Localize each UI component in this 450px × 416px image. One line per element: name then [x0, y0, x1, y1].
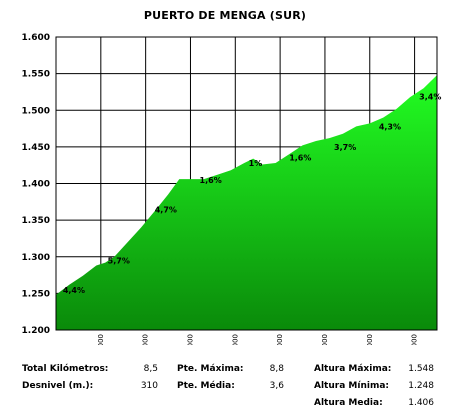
alt-media-value: 1.406	[408, 398, 434, 408]
total-km-label: Total Kilómetros:	[22, 364, 109, 374]
alt-min-value: 1.248	[408, 381, 434, 391]
x-axis: 1.000 2.000 3.000 4.000 5.000 6.000 7.000 8.000	[97, 334, 419, 345]
x-tick-label: 8.000	[411, 334, 419, 345]
y-axis: 1.200 1.250 1.300 1.350 1.400 1.450 1.500 1.550…	[22, 33, 50, 336]
elevation-area	[56, 75, 437, 330]
gradient-label: 4,3%	[379, 122, 401, 131]
x-tick-label: 5.000	[276, 334, 284, 345]
gradient-label: 3,7%	[334, 143, 356, 152]
y-tick-label: 1.200	[22, 326, 50, 336]
desnivel-value: 310	[140, 381, 158, 391]
x-tick-label: 3.000	[186, 334, 194, 345]
elevation-chart: 1.200 1.250 1.300 1.350 1.400 1.450 1.500 1.550…	[22, 33, 442, 345]
x-tick-label: 6.000	[321, 334, 329, 345]
gradient-label: 1,6%	[289, 153, 311, 162]
x-tick-label: 2.000	[142, 334, 150, 345]
gradient-label: 1,6%	[200, 176, 222, 185]
total-km-value: 8,5	[143, 364, 158, 374]
pte-media-value: 3,6	[269, 381, 284, 391]
alt-media-label: Altura Media:	[314, 398, 383, 408]
gradient-label: 1%	[249, 159, 263, 168]
alt-min-label: Altura Mínima:	[314, 381, 389, 391]
x-tick-label: 7.000	[366, 334, 374, 345]
gradient-labels: 4,4% 5,7% 4,7% 1,6% 1% 1,6% 3,7% 4,3% 3,4%	[63, 92, 442, 294]
plot-frame	[55, 36, 438, 331]
chart-title: PUERTO DE MENGA (SUR)	[143, 9, 307, 22]
y-tick-label: 1.400	[22, 180, 50, 190]
y-tick-label: 1.450	[22, 143, 50, 153]
pte-media-label: Pte. Média:	[177, 381, 235, 391]
gradient-label: 4,7%	[155, 205, 177, 214]
x-tick-label: 4.000	[231, 334, 239, 345]
y-tick-label: 1.550	[22, 70, 50, 80]
x-tick-label: 1.000	[97, 334, 105, 345]
y-tick-label: 1.300	[22, 253, 50, 263]
y-tick-label: 1.500	[22, 106, 50, 116]
gradient-label: 4,4%	[63, 286, 85, 295]
y-tick-label: 1.350	[22, 216, 50, 226]
alt-max-value: 1.548	[408, 364, 434, 374]
gradient-label: 5,7%	[108, 257, 130, 266]
y-tick-label: 1.600	[22, 33, 50, 43]
desnivel-label: Desnivel (m.):	[22, 381, 94, 391]
pte-max-value: 8,8	[269, 364, 284, 374]
alt-max-label: Altura Máxima:	[314, 364, 392, 374]
pte-max-label: Pte. Máxima:	[177, 364, 244, 374]
y-tick-label: 1.250	[22, 289, 50, 299]
gradient-label: 3,4%	[419, 92, 441, 101]
